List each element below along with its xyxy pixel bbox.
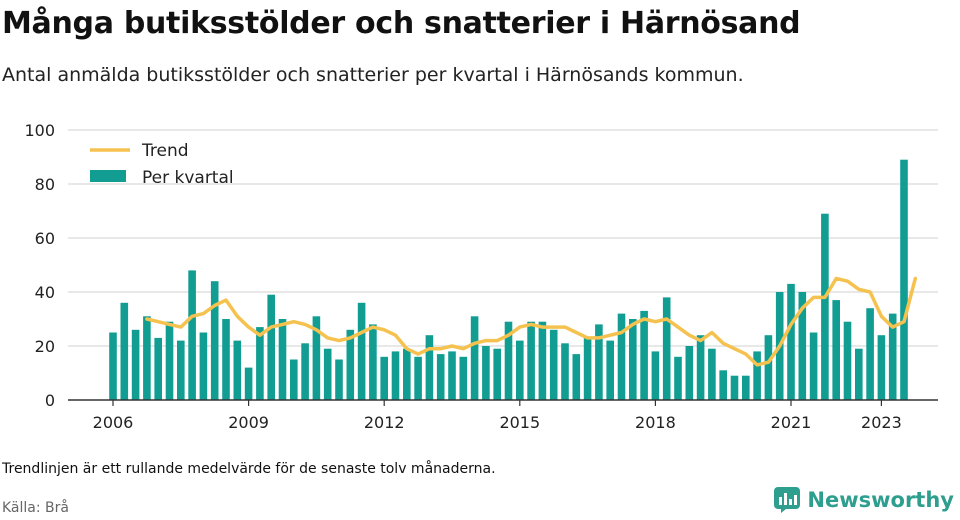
bar bbox=[267, 294, 275, 400]
bar bbox=[335, 359, 343, 400]
legend: Trend Per kvartal bbox=[90, 141, 234, 188]
bar bbox=[188, 270, 196, 400]
newsworthy-icon bbox=[774, 487, 801, 513]
y-tick-label: 40 bbox=[35, 283, 55, 302]
bar bbox=[516, 340, 524, 400]
bar bbox=[888, 313, 897, 400]
bar bbox=[674, 356, 682, 400]
bar bbox=[391, 351, 400, 400]
bar bbox=[730, 375, 739, 400]
bar bbox=[583, 337, 592, 400]
bar bbox=[855, 348, 863, 400]
y-tick-label: 20 bbox=[35, 337, 55, 356]
x-tick-label: 2018 bbox=[635, 413, 676, 432]
bar bbox=[380, 356, 388, 400]
y-tick-label: 80 bbox=[35, 175, 55, 194]
bar bbox=[154, 337, 162, 400]
bar bbox=[527, 321, 535, 400]
bar bbox=[312, 316, 321, 400]
bar bbox=[504, 321, 513, 400]
trend-line bbox=[145, 276, 918, 367]
bar bbox=[595, 324, 603, 400]
brand-logo: Newsworthy bbox=[773, 486, 954, 514]
bar bbox=[233, 340, 242, 400]
bar bbox=[436, 354, 445, 400]
bar bbox=[821, 213, 829, 400]
bar bbox=[877, 335, 886, 400]
bar bbox=[900, 159, 908, 400]
x-tick-label: 2015 bbox=[499, 413, 540, 432]
bar bbox=[685, 346, 694, 400]
x-tick-label: 2012 bbox=[364, 413, 405, 432]
x-tick-label: 2009 bbox=[228, 413, 269, 432]
bar bbox=[640, 310, 648, 400]
legend-swatch-bars bbox=[90, 170, 126, 182]
bar bbox=[753, 351, 761, 400]
bar bbox=[346, 329, 355, 400]
bar bbox=[470, 316, 479, 400]
bar bbox=[109, 332, 117, 400]
bar bbox=[809, 332, 818, 400]
source-label: Källa: Brå bbox=[2, 500, 69, 516]
bar-series bbox=[109, 159, 908, 400]
bar bbox=[120, 302, 129, 400]
bar bbox=[719, 370, 727, 400]
bar bbox=[425, 335, 434, 400]
bar bbox=[482, 346, 490, 400]
chart-title: Många butiksstölder och snatterier i Här… bbox=[2, 6, 801, 41]
bar bbox=[290, 359, 298, 400]
bar bbox=[414, 356, 422, 400]
bar bbox=[538, 321, 547, 400]
y-tick-label: 100 bbox=[24, 121, 55, 140]
bar bbox=[708, 348, 716, 400]
bar bbox=[617, 313, 626, 400]
bar bbox=[357, 302, 366, 400]
bar bbox=[222, 319, 230, 400]
bar bbox=[301, 343, 309, 400]
bar bbox=[165, 321, 174, 400]
y-tick-label: 0 bbox=[45, 391, 55, 410]
bar bbox=[323, 348, 332, 400]
bar bbox=[787, 283, 795, 400]
y-tick-label: 60 bbox=[35, 229, 55, 248]
bar bbox=[210, 281, 219, 400]
chart-area: 0 20 40 60 80 100 2006 2009 2012 2015 2018 2021 2023… bbox=[24, 121, 938, 432]
bar bbox=[493, 348, 501, 400]
bar bbox=[662, 297, 671, 400]
bar bbox=[131, 329, 140, 400]
legend-label-bars: Per kvartal bbox=[142, 168, 234, 188]
x-tick-label: 2006 bbox=[93, 413, 134, 432]
bar bbox=[696, 335, 705, 400]
axes: 0 20 40 60 80 100 2006 2009 2012 2015 2018 2021 2023 bbox=[24, 121, 938, 432]
bar bbox=[606, 340, 614, 400]
bar bbox=[244, 367, 253, 400]
bar bbox=[798, 292, 807, 400]
bar bbox=[764, 335, 773, 400]
chart-subtitle: Antal anmälda butiksstölder och snatteri… bbox=[2, 64, 744, 86]
brand-name: Newsworthy bbox=[807, 488, 954, 512]
bar bbox=[256, 327, 264, 400]
bar bbox=[629, 319, 637, 400]
bar bbox=[651, 351, 660, 400]
bar bbox=[866, 308, 874, 400]
bar bbox=[177, 340, 185, 400]
bar bbox=[572, 354, 581, 400]
bar bbox=[742, 375, 750, 400]
bar bbox=[561, 343, 569, 400]
bar bbox=[549, 329, 558, 400]
footnote: Trendlinjen är ett rullande medelvärde f… bbox=[2, 461, 496, 477]
x-tick-label: 2021 bbox=[771, 413, 812, 432]
bar bbox=[448, 351, 456, 400]
bar bbox=[843, 321, 852, 400]
x-tick-label: 2023 bbox=[861, 413, 902, 432]
bar bbox=[832, 300, 840, 400]
legend-label-trend: Trend bbox=[141, 141, 189, 161]
bar bbox=[459, 356, 468, 400]
bar bbox=[369, 324, 377, 400]
bar bbox=[143, 316, 151, 400]
bar bbox=[278, 319, 287, 400]
bar bbox=[403, 348, 411, 400]
bar bbox=[199, 332, 208, 400]
